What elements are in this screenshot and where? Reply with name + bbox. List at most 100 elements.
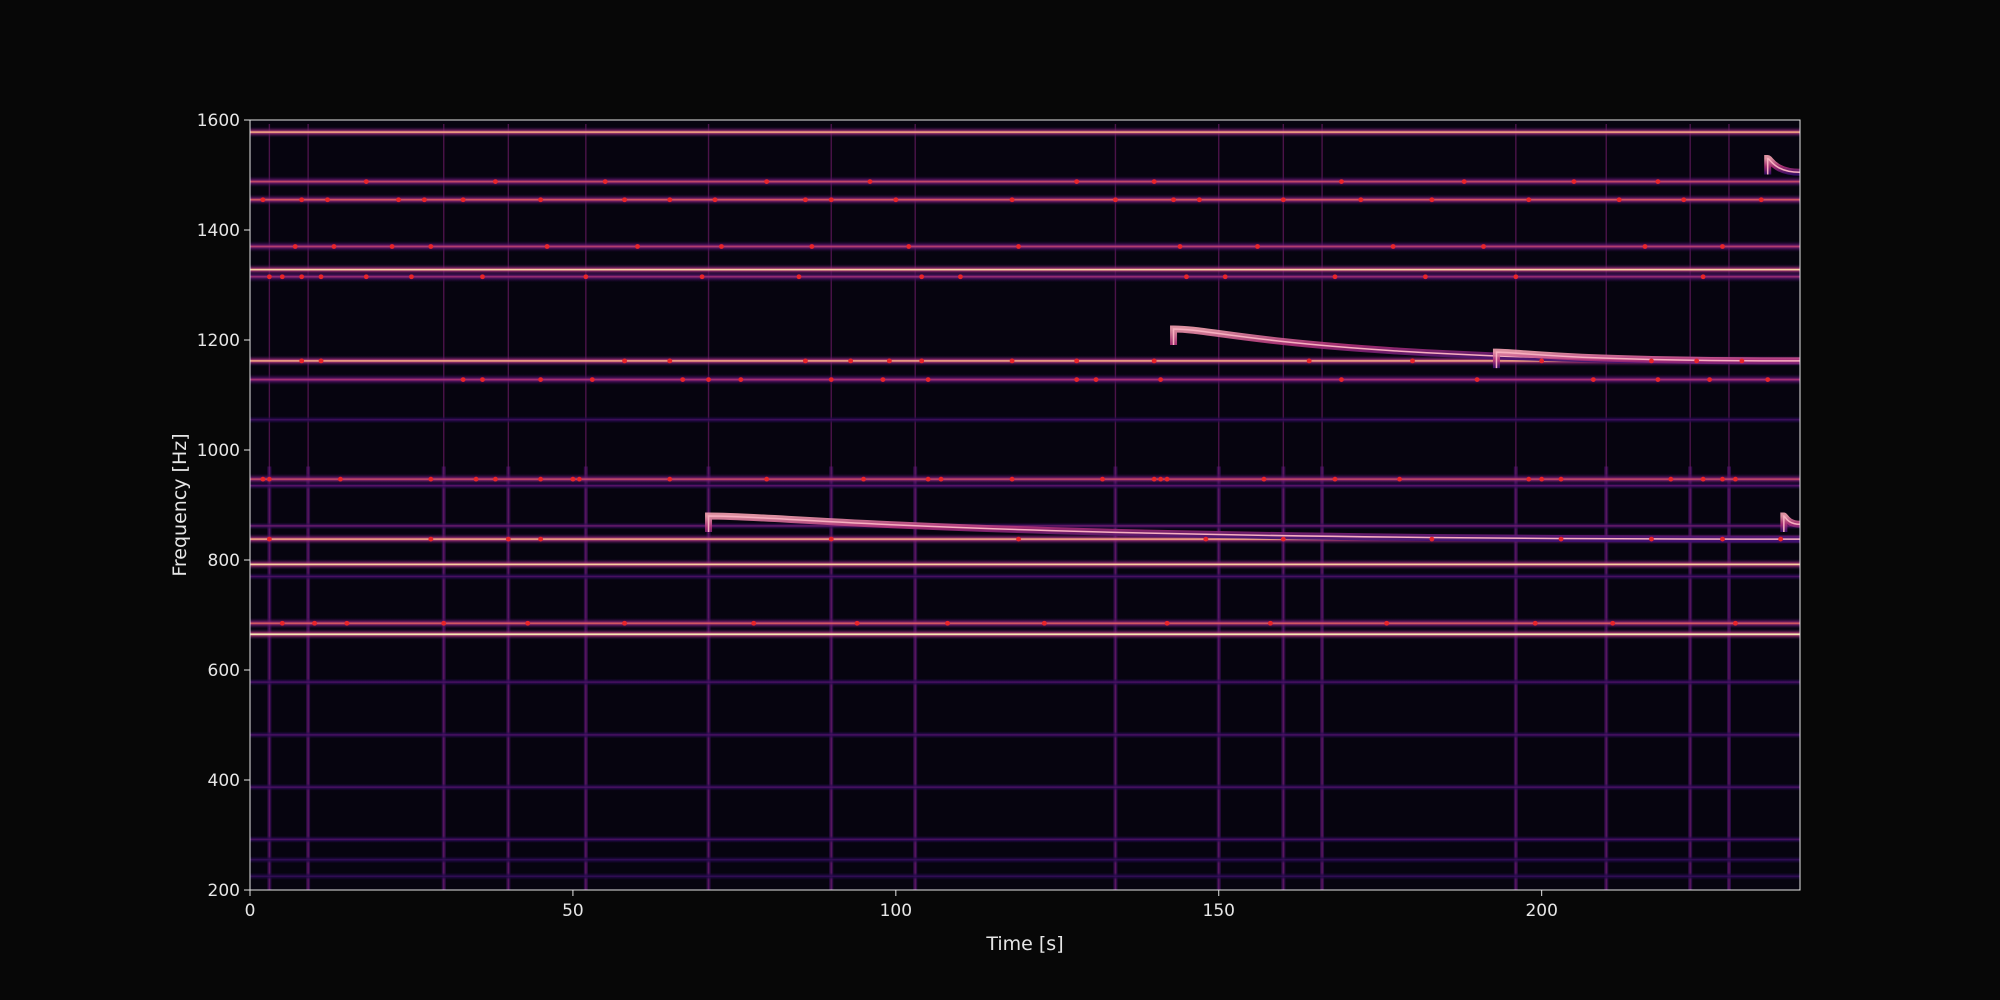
frequency-band: [250, 731, 1800, 739]
peak-marker: [1429, 536, 1435, 542]
peak-marker: [1733, 476, 1738, 482]
peak-marker: [428, 476, 434, 482]
peak-marker: [1171, 197, 1176, 203]
peak-marker: [1526, 476, 1532, 482]
y-tick-label: 400: [208, 771, 240, 791]
peak-marker: [738, 377, 744, 382]
peak-marker: [1532, 620, 1538, 626]
peak-marker: [854, 620, 860, 626]
peak-marker: [1255, 244, 1260, 249]
frequency-band: [250, 573, 1800, 580]
frequency-band: [250, 482, 1800, 490]
peak-marker: [318, 358, 324, 364]
frequency-band: [250, 194, 1800, 206]
peak-marker: [925, 377, 931, 382]
peak-marker: [602, 179, 608, 185]
peak-marker: [919, 358, 925, 364]
peak-marker: [331, 244, 337, 249]
peak-marker: [344, 620, 350, 626]
y-axis-label: Frequency [Hz]: [169, 433, 191, 576]
peak-marker: [292, 244, 298, 249]
peak-marker: [803, 197, 808, 203]
peak-marker: [428, 536, 434, 542]
peak-marker: [1461, 179, 1467, 185]
frequency-band: [250, 783, 1800, 791]
peak-marker: [1610, 620, 1616, 626]
frequency-band: [250, 522, 1800, 530]
peak-marker: [1558, 536, 1564, 542]
peak-marker: [1009, 476, 1015, 482]
peak-marker: [1410, 358, 1415, 364]
peak-marker: [325, 197, 330, 203]
peak-marker: [1655, 377, 1661, 382]
peak-marker: [1196, 197, 1202, 203]
peak-marker: [299, 197, 305, 203]
peak-marker: [1074, 377, 1080, 382]
peak-marker: [719, 244, 724, 249]
peak-marker: [473, 476, 479, 482]
x-axis-label: Time [s]: [985, 933, 1063, 955]
x-tick-label: 100: [880, 901, 912, 921]
y-tick-label: 1400: [197, 221, 240, 241]
peak-marker: [1397, 476, 1402, 482]
peak-marker: [279, 620, 285, 626]
peak-marker: [460, 377, 466, 382]
peak-marker: [1590, 377, 1596, 382]
peak-marker: [1074, 179, 1080, 185]
peak-marker: [867, 179, 873, 185]
frequency-band: [250, 872, 1800, 880]
peak-marker: [1423, 274, 1428, 280]
peak-marker: [1261, 476, 1267, 482]
peak-marker: [828, 197, 834, 203]
peak-marker: [493, 179, 498, 185]
peak-marker: [460, 197, 466, 203]
peak-marker: [886, 358, 892, 364]
frequency-band: [250, 473, 1800, 485]
peak-marker: [1339, 179, 1344, 185]
peak-marker: [299, 274, 305, 280]
peak-marker: [1649, 536, 1654, 542]
peak-marker: [622, 620, 627, 626]
peak-marker: [1513, 274, 1519, 280]
peak-marker: [318, 274, 324, 280]
sweep-core: [1783, 515, 1801, 532]
sweep-core: [1766, 157, 1801, 175]
frequency-band: [250, 416, 1800, 424]
peak-marker: [699, 274, 705, 280]
peak-marker: [1184, 274, 1189, 280]
peak-marker: [480, 377, 485, 382]
peak-marker: [796, 274, 802, 280]
peak-marker: [764, 476, 770, 482]
peak-marker: [848, 358, 854, 364]
peak-marker: [635, 244, 640, 249]
peak-marker: [480, 274, 485, 280]
peak-marker: [1164, 620, 1170, 626]
peak-marker: [441, 620, 447, 626]
frequency-bands-layer: [250, 126, 1800, 880]
peak-marker: [576, 476, 582, 482]
peak-marker: [1016, 536, 1021, 542]
peak-marker: [1358, 197, 1364, 203]
peak-marker: [493, 476, 498, 482]
peak-marker: [622, 358, 627, 364]
peak-marker: [279, 274, 285, 280]
peak-marker: [1571, 179, 1577, 185]
peak-marker: [667, 476, 673, 482]
peak-marker: [1158, 476, 1164, 482]
peak-marker: [538, 476, 544, 482]
peak-marker: [266, 536, 272, 542]
peak-marker: [1093, 377, 1099, 382]
peak-marker: [1481, 244, 1486, 249]
peak-marker: [1700, 274, 1706, 280]
peak-marker: [1720, 244, 1725, 249]
frequency-band: [250, 241, 1800, 252]
peak-marker: [1539, 476, 1545, 482]
x-axis: 0 50 100 150 200: [245, 890, 1558, 921]
peak-marker: [1151, 358, 1157, 364]
plot-frame: [249, 119, 1801, 891]
peak-marker: [906, 244, 912, 249]
peak-marker: [809, 244, 815, 249]
y-axis: 200 400 600 800 1000 1200 1400 1600: [197, 111, 250, 901]
peak-marker: [570, 476, 576, 482]
